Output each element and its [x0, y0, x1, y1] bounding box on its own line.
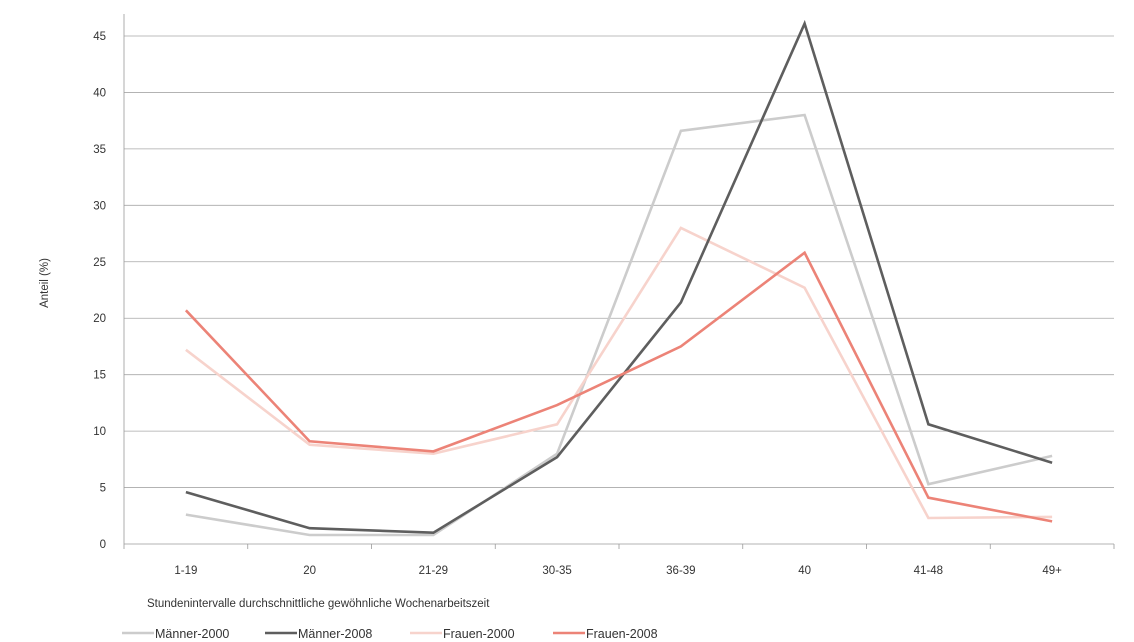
legend-item: Männer-2008 — [265, 627, 372, 641]
axes: 0 5 10 15 20 25 30 35 40 45 1-19 20 21-29 30-35 36-39 4… — [93, 14, 1115, 577]
x-tick-label: 40 — [798, 565, 811, 577]
y-tick-label: 40 — [93, 87, 106, 99]
y-tick-label: 30 — [93, 200, 106, 212]
series-line-männer-2008 — [185, 19, 1053, 535]
series-line-männer-2000 — [185, 113, 1053, 537]
gridlines — [124, 35, 1114, 488]
legend-item: Frauen-2008 — [553, 627, 658, 641]
legend-label: Männer-2008 — [298, 627, 372, 641]
series-lines — [184, 19, 1053, 537]
y-tick-label: 35 — [93, 144, 106, 156]
legend-item: Männer-2000 — [122, 627, 229, 641]
x-tick-label: 21-29 — [419, 565, 448, 577]
x-axis-title: Stundenintervalle durchschnittliche gewö… — [147, 598, 490, 610]
x-tick-label: 30-35 — [542, 565, 571, 577]
y-tick-label: 15 — [93, 370, 106, 382]
x-tick-label: 20 — [303, 565, 316, 577]
legend-label: Frauen-2000 — [443, 627, 515, 641]
y-tick-label: 45 — [93, 31, 106, 43]
legend-label: Frauen-2008 — [586, 627, 658, 641]
x-tick-label: 49+ — [1042, 565, 1062, 577]
legend-item: Frauen-2000 — [410, 627, 515, 641]
x-tick-label: 41-48 — [914, 565, 943, 577]
series-line-frauen-2008 — [184, 250, 1053, 523]
y-tick-label: 20 — [93, 313, 106, 325]
y-tick-label: 10 — [93, 426, 106, 438]
x-tick-label: 36-39 — [666, 565, 695, 577]
x-tick-label: 1-19 — [174, 565, 197, 577]
y-axis-title: Anteil (%) — [39, 258, 51, 308]
y-tick-label: 25 — [93, 257, 106, 269]
legend-label: Männer-2000 — [155, 627, 229, 641]
series-line-frauen-2000 — [185, 226, 1053, 520]
y-tick-label: 5 — [100, 483, 106, 495]
legend: Männer-2000 Männer-2008 Frauen-2000 Frauen-… — [122, 627, 658, 641]
y-tick-label: 0 — [100, 539, 106, 551]
